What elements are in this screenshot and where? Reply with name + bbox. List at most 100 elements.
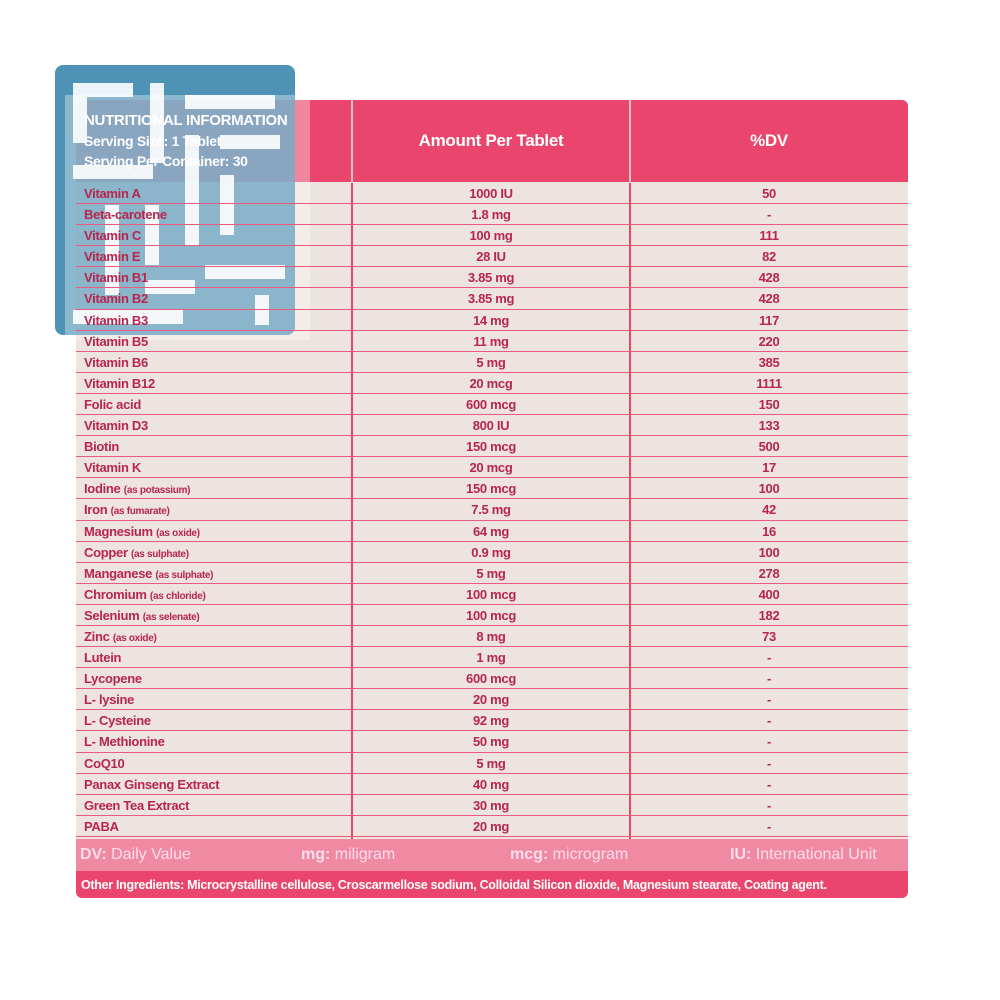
- daily-value-percent: 278: [758, 565, 780, 581]
- table-row: Chromium (as chloride) 100 mcg 400: [76, 584, 908, 605]
- header-info: NUTRITIONAL INFORMATION Serving Size: 1 …: [76, 100, 352, 182]
- daily-value-percent: 100: [758, 481, 780, 497]
- table-row: Vitamin C 100 mg 111: [76, 225, 908, 247]
- table-row: Vitamin D3 800 IU 133: [76, 415, 908, 437]
- amount-per-tablet: 40 mg: [472, 776, 510, 792]
- amount-per-tablet: 64 mg: [472, 523, 510, 539]
- amount-per-tablet: 5 mg: [476, 354, 506, 370]
- nutrient-name: Vitamin B2: [84, 291, 148, 307]
- nutrient-name: Vitamin K: [84, 460, 142, 476]
- daily-value-percent: 111: [759, 228, 779, 244]
- daily-value-percent: 1111: [756, 375, 782, 391]
- nutrient-name: Iron (as fumarate): [84, 502, 170, 518]
- amount-per-tablet: 11 mg: [473, 333, 509, 349]
- amount-per-tablet: 30 mg: [472, 797, 510, 813]
- amount-per-tablet: 100 mcg: [466, 607, 516, 623]
- nutrient-name: Vitamin B6: [84, 354, 148, 370]
- daily-value-percent: 50: [762, 186, 776, 201]
- amount-per-tablet: 100 mcg: [466, 586, 516, 602]
- table-row: Vitamin A 1000 IU 50: [76, 183, 908, 205]
- table-row: Magnesium (as oxide) 64 mg 16: [76, 521, 908, 542]
- nutrient-name: Manganese (as sulphate): [84, 565, 214, 581]
- table-row: Folic acid 600 mcg 150: [76, 394, 908, 416]
- nutrient-name: Vitamin B1: [84, 270, 148, 286]
- table-row: L- Methionine 50 mg -: [76, 731, 908, 753]
- daily-value-percent: 82: [762, 249, 776, 265]
- daily-value-percent: 428: [758, 291, 780, 307]
- daily-value-percent: -: [766, 797, 772, 813]
- column-divider: [629, 183, 631, 839]
- table-row: Vitamin B1 3.85 mg 428: [76, 267, 908, 289]
- nutrient-name: Panax Ginseng Extract: [84, 776, 220, 792]
- table-body: Vitamin A 1000 IU 50 Beta-carotene 1.8 mg -…: [76, 183, 908, 837]
- daily-value-percent: -: [766, 776, 772, 792]
- nutrient-name: Lycopene: [84, 671, 142, 687]
- table-row: Iron (as fumarate) 7.5 mg 42: [76, 499, 908, 521]
- amount-per-tablet: 150 mcg: [466, 439, 516, 455]
- legend-item: mcg: microgram: [510, 846, 629, 863]
- daily-value-percent: 73: [762, 628, 776, 644]
- table-row: Copper (as sulphate) 0.9 mg 100: [76, 542, 908, 563]
- nutrient-name: Vitamin B3: [84, 312, 148, 328]
- daily-value-percent: 385: [758, 354, 780, 370]
- daily-value-percent: -: [766, 755, 772, 771]
- table-row: Vitamin B6 5 mg 385: [76, 352, 908, 373]
- nutrient-name: CoQ10: [84, 755, 125, 771]
- serving-size: Serving Size: 1 Tablet: [84, 133, 222, 149]
- amount-per-tablet: 8 mg: [476, 628, 506, 644]
- amount-per-tablet: 1 mg: [476, 650, 506, 666]
- nutrient-name: Beta-carotene: [84, 207, 167, 223]
- table-row: Vitamin B2 3.85 mg 428: [76, 288, 908, 310]
- daily-value-percent: 17: [762, 460, 776, 476]
- amount-per-tablet: 0.9 mg: [471, 544, 511, 560]
- nutrient-name: L- lysine: [84, 692, 135, 708]
- amount-per-tablet: 20 mg: [472, 818, 510, 834]
- label-title: NUTRITIONAL INFORMATION: [84, 112, 288, 129]
- nutrient-name: Folic acid: [84, 396, 141, 412]
- table-row: Panax Ginseng Extract 40 mg -: [76, 774, 908, 795]
- table-row: Lycopene 600 mcg -: [76, 668, 908, 690]
- table-row: Selenium (as selenate) 100 mcg 182: [76, 605, 908, 626]
- legend-item: mg: miligram: [301, 846, 396, 863]
- table-row: PABA 20 mg -: [76, 816, 908, 837]
- nutrient-name: Selenium (as selenate): [84, 607, 200, 623]
- daily-value-percent: -: [766, 734, 772, 750]
- table-row: Manganese (as sulphate) 5 mg 278: [76, 563, 908, 584]
- table-row: Vitamin B3 14 mg 117: [76, 310, 908, 331]
- amount-per-tablet: 14 mg: [472, 312, 510, 328]
- amount-per-tablet: 20 mg: [472, 692, 510, 708]
- table-row: L- Cysteine 92 mg -: [76, 710, 908, 732]
- table-row: Iodine (as potassium) 150 mcg 100: [76, 478, 908, 500]
- legend-item: DV: Daily Value: [80, 846, 191, 863]
- amount-per-tablet: 5 mg: [476, 565, 506, 581]
- amount-per-tablet: 7.5 mg: [471, 502, 511, 518]
- table-row: CoQ10 5 mg -: [76, 753, 908, 774]
- amount-per-tablet: 100 mg: [469, 228, 513, 244]
- daily-value-percent: 42: [762, 502, 776, 518]
- amount-per-tablet: 92 mg: [472, 713, 510, 729]
- amount-per-tablet: 600 mcg: [466, 396, 516, 412]
- legend-item: IU: International Unit: [730, 846, 877, 863]
- daily-value-percent: 117: [758, 312, 780, 328]
- amount-per-tablet: 800 IU: [472, 418, 510, 434]
- table-row: Vitamin E 28 IU 82: [76, 246, 908, 268]
- nutrient-name: Vitamin C: [84, 228, 142, 244]
- nutrient-name: Magnesium (as oxide): [84, 523, 200, 539]
- amount-per-tablet: 150 mcg: [466, 481, 516, 497]
- amount-per-tablet: 20 mcg: [469, 460, 513, 476]
- nutrient-name: Vitamin B12: [84, 375, 155, 391]
- amount-per-tablet: 3.85 mg: [467, 291, 515, 307]
- daily-value-percent: -: [766, 692, 772, 708]
- table-row: Lutein 1 mg -: [76, 647, 908, 669]
- nutrient-name: Chromium (as chloride): [84, 586, 206, 602]
- column-header-dv: %DV: [750, 131, 788, 150]
- table-row: Biotin 150 mcg 500: [76, 436, 908, 458]
- table-header: NUTRITIONAL INFORMATION Serving Size: 1 …: [76, 100, 908, 182]
- nutrient-name: Lutein: [84, 650, 122, 666]
- amount-per-tablet: 28 IU: [476, 249, 506, 265]
- daily-value-percent: 220: [758, 333, 780, 349]
- servings-per-container: Serving Per Container: 30: [84, 153, 248, 169]
- daily-value-percent: 100: [758, 544, 780, 560]
- amount-per-tablet: 50 mg: [472, 734, 510, 750]
- table-row: Green Tea Extract 30 mg -: [76, 795, 908, 816]
